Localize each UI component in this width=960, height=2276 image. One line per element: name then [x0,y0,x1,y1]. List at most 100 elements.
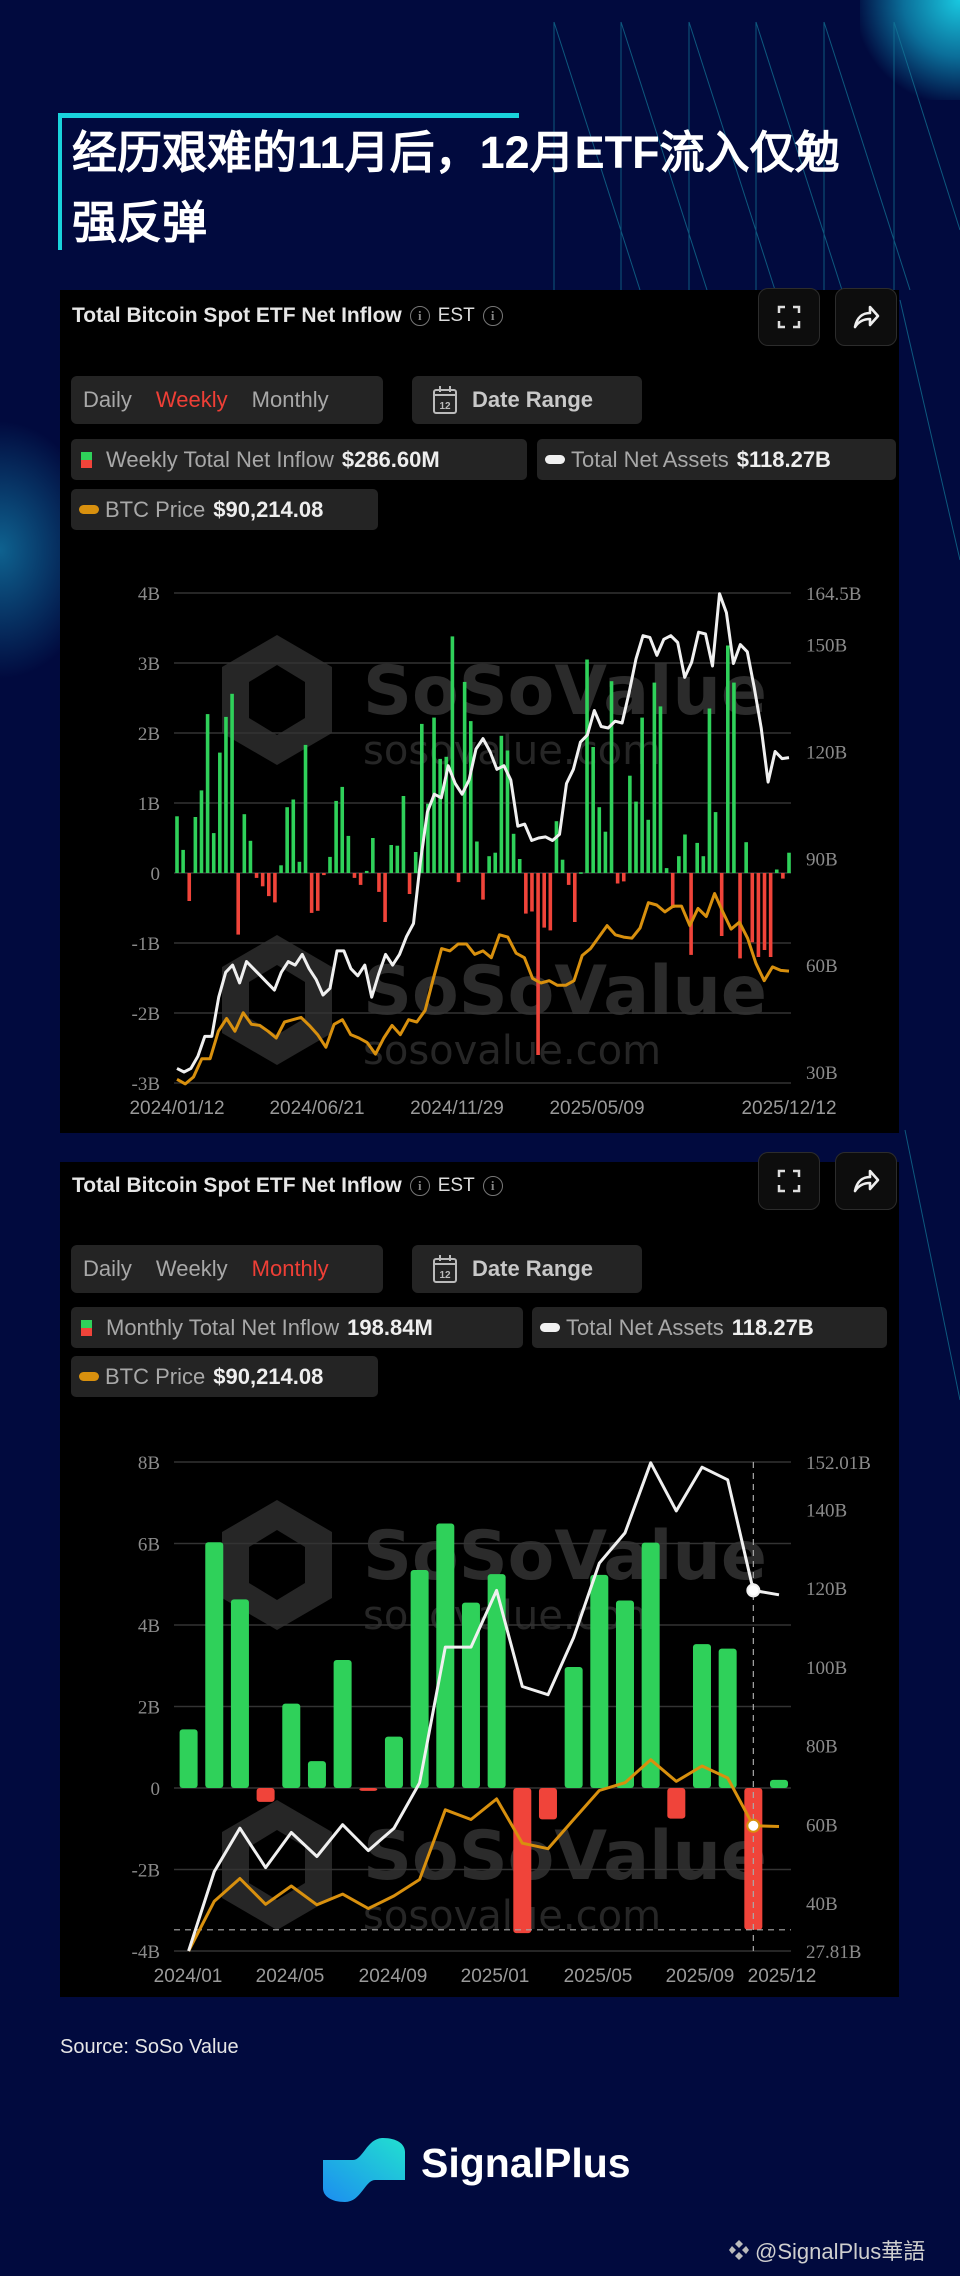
info-icon[interactable]: i [482,1176,503,1196]
tab-weekly[interactable]: Weekly [155,387,228,412]
legend-total-net-assets[interactable]: Total Net Assets $118.27B [537,439,896,480]
bar [340,786,345,873]
bar [291,799,296,873]
calendar-icon: 12 [433,386,457,414]
net-assets-line [187,1461,780,1952]
watermark-logo-icon [222,935,332,1065]
bar [621,873,626,882]
bar [511,833,516,873]
bar [371,838,375,873]
fullscreen-button[interactable] [758,288,820,346]
x-axis-tick: 2025/05 [564,1966,633,1987]
bar [530,873,534,912]
x-axis-tick: 2025/12/12 [741,1098,836,1119]
y-axis-tick-left: -3B [132,1074,161,1095]
btc-price-line [187,1758,780,1952]
fullscreen-button[interactable] [758,1152,820,1210]
bar [750,873,755,943]
white-line-swatch-icon [540,1323,560,1332]
tab-weekly[interactable]: Weekly [155,1256,228,1281]
share-button[interactable] [835,1152,897,1210]
bar [590,1574,609,1788]
info-icon[interactable]: i [409,306,430,326]
net-assets-line [176,592,790,1074]
bar [315,873,320,911]
bar [542,873,546,928]
x-axis-tick: 2024/05 [256,1966,325,1987]
legend-total-net-assets[interactable]: Total Net Assets 118.27B [532,1307,887,1348]
calendar-day: 12 [439,1270,451,1281]
bar [359,1788,378,1791]
legend-value: 198.84M [347,1314,433,1340]
tab-daily[interactable]: Daily [83,1256,132,1281]
tab-monthly[interactable]: Monthly [251,1256,329,1281]
bar [377,873,381,892]
share-icon [853,305,880,329]
legend-value: $90,214.08 [213,1363,324,1389]
share-button[interactable] [835,288,897,346]
bar [707,708,712,873]
bar [726,645,730,873]
bar [566,873,571,885]
tab-monthly[interactable]: Monthly [251,387,329,412]
legend-net-inflow[interactable]: Weekly Total Net Inflow $286.60M [71,439,527,480]
bar [770,1779,788,1788]
legend-label: BTC Price [105,496,206,522]
bar [413,852,418,873]
chart-title-text: Total Bitcoin Spot ETF Net Inflow [72,304,402,327]
author-handle: @SignalPlus華語 [729,2234,925,2266]
date-range-button[interactable]: 12 Date Range [412,1245,642,1293]
legend-net-inflow[interactable]: Monthly Total Net Inflow 198.84M [71,1307,523,1348]
tab-daily[interactable]: Daily [83,387,132,412]
bar [333,1660,352,1788]
bar [242,814,247,873]
bar [254,873,259,878]
info-icon[interactable]: i [482,306,503,326]
fullscreen-icon [777,1169,801,1193]
legend-value: $90,214.08 [213,496,324,522]
y-axis-tick-right: 90B [806,849,838,870]
x-axis-tick: 2024/06/21 [269,1098,364,1119]
legend-btc-price[interactable]: BTC Price $90,214.08 [71,1356,378,1397]
y-axis-tick-left: 1B [138,794,160,815]
y-axis-tick-left: 4B [138,584,160,605]
bar [395,845,400,873]
bar [273,873,277,903]
date-range-button[interactable]: 12 Date Range [412,376,642,424]
watermark-url: sosovalue.com [363,1893,661,1939]
bar [297,861,302,873]
bar [738,873,742,959]
bar [609,681,614,873]
chart-title: Total Bitcoin Spot ETF Net Inflow i EST … [72,304,503,328]
page-title: 经历艰难的11月后，12月ETF流入仅勉 强反弹 [72,118,932,258]
x-axis-tick: 2024/01/12 [129,1098,224,1119]
y-axis-tick-left: 2B [138,1698,160,1719]
y-axis-tick-right: 120B [806,742,847,763]
y-axis-tick-right: 27.81B [806,1942,861,1963]
bar [641,1542,660,1788]
bar [701,856,706,873]
bar [282,1703,301,1788]
bar [205,714,210,873]
bar [615,1600,634,1788]
bar [560,859,565,873]
weekly-chart-card: Total Bitcoin Spot ETF Net Inflow i EST … [60,288,899,1133]
y-axis-tick-left: -2B [132,1861,161,1882]
chart-title-text: Total Bitcoin Spot ETF Net Inflow [72,1174,402,1197]
bar [695,842,699,873]
title-accent-bar [58,113,519,118]
bar [564,1666,583,1788]
y-axis-tick-left: 4B [138,1616,160,1637]
author-handle-text: @SignalPlus華語 [755,2239,926,2264]
legend-btc-price[interactable]: BTC Price $90,214.08 [71,489,378,530]
signalplus-logo-icon [323,2138,405,2202]
bar [713,812,718,873]
bar [193,817,198,873]
bar [538,1788,557,1820]
bar [481,873,485,900]
info-icon[interactable]: i [409,1176,430,1196]
y-axis-tick-right: 30B [806,1063,838,1084]
bar [579,872,583,874]
y-axis-tick-right: 164.5B [806,584,861,605]
